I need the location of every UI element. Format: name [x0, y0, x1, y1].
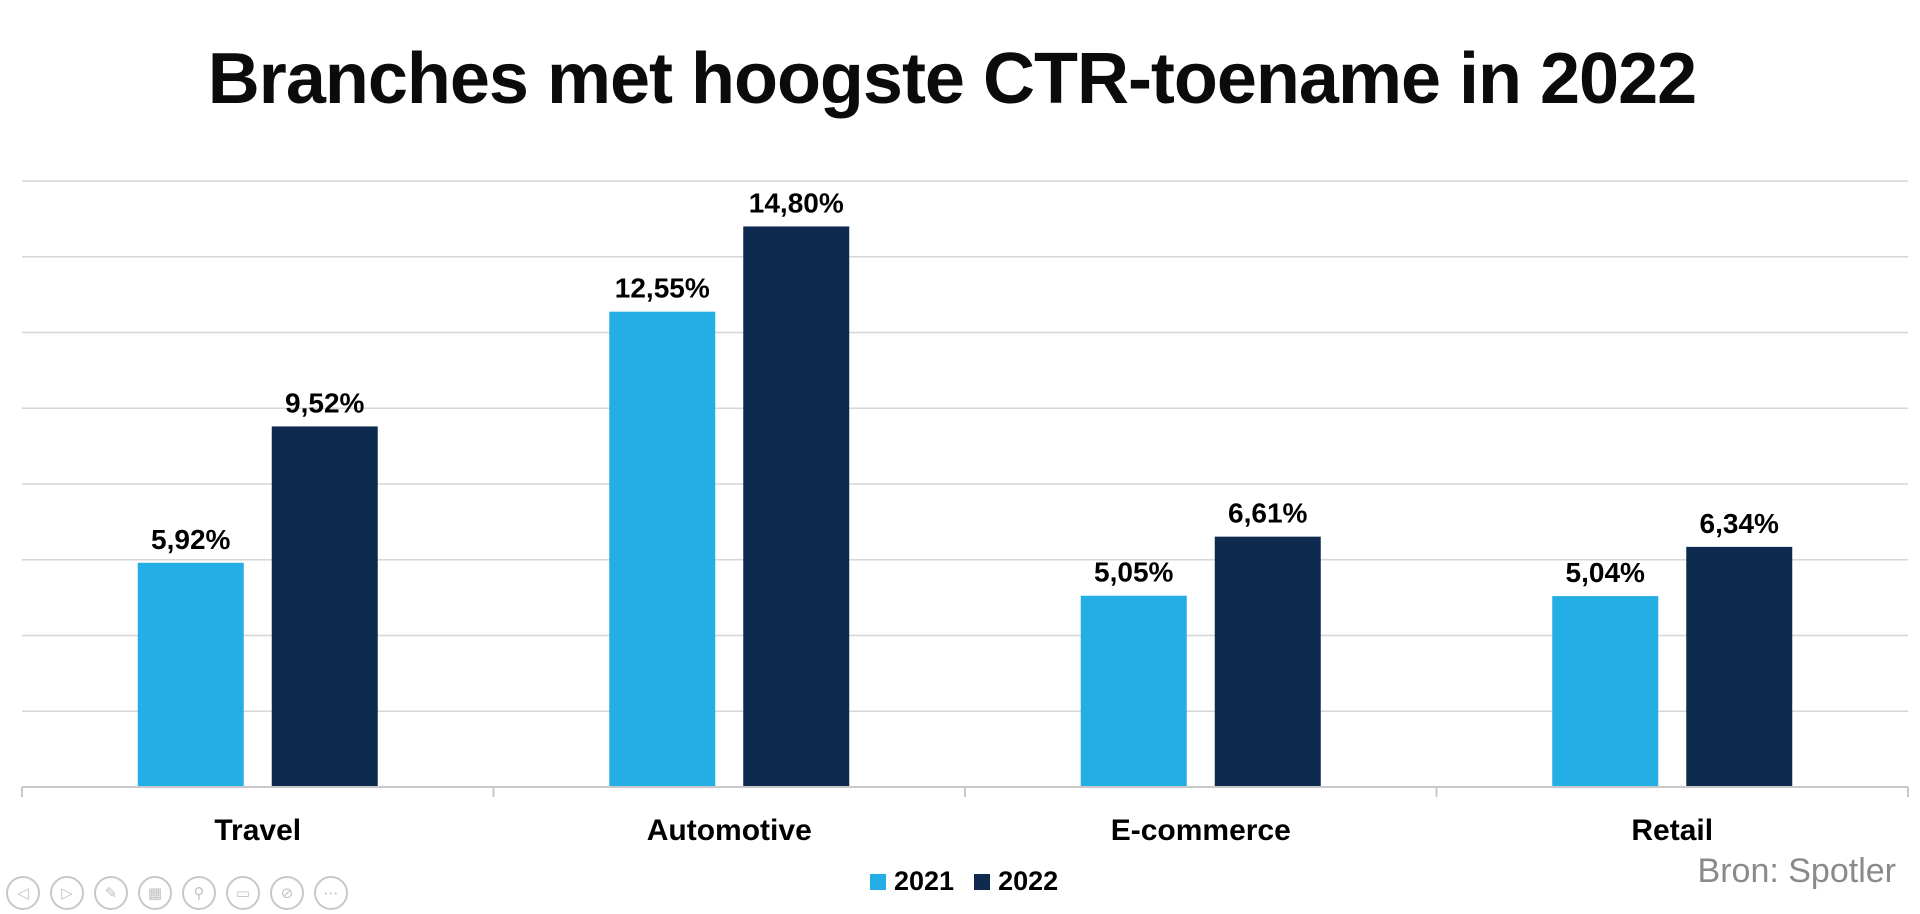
chart-title: Branches met hoogste CTR-toename in 2022 [207, 39, 1697, 119]
bar-2021-automotive [609, 311, 716, 787]
bar-2021-e-commerce [1080, 595, 1187, 787]
prev-icon[interactable]: ◁ [6, 876, 40, 910]
legend-item-2022: 2022 [974, 866, 1058, 897]
x-tick-label: Travel [214, 814, 301, 847]
x-tick-label: Automotive [647, 814, 812, 847]
bar-2022-automotive [743, 226, 850, 787]
data-label: 12,55% [615, 273, 710, 304]
bar-2022-retail [1686, 546, 1793, 787]
x-axis: Travel Automotive E-commerce Retail [21, 786, 1909, 847]
next-icon[interactable]: ▷ [50, 876, 84, 910]
data-label: 6,61% [1228, 498, 1307, 529]
zoom-icon[interactable]: ⚲ [182, 876, 216, 910]
pen-icon[interactable]: ✎ [94, 876, 128, 910]
legend-swatch-2022 [974, 873, 991, 890]
source-note: Bron: Spotler [1697, 852, 1896, 890]
legend-label-2021: 2021 [894, 866, 955, 896]
legend-label-2022: 2022 [998, 866, 1059, 896]
legend: 2021 2022 [870, 866, 1058, 897]
slides-icon[interactable]: ▦ [138, 876, 172, 910]
bar-2021-retail [1552, 596, 1659, 787]
camera-off-icon[interactable]: ⊘ [270, 876, 304, 910]
x-tick-label: E-commerce [1111, 814, 1291, 847]
presentation-controls: ◁ ▷ ✎ ▦ ⚲ ▭ ⊘ ⋯ [6, 876, 348, 910]
legend-swatch-2021 [870, 873, 886, 890]
legend-item-2021: 2021 [870, 866, 954, 897]
data-label: 5,92% [151, 524, 230, 555]
data-labels: 5,92% 9,52% 12,55% 14,80% 5,05% 6,61% 5,04% 6,3… [151, 187, 1779, 588]
data-label: 6,34% [1700, 508, 1779, 539]
data-label: 5,04% [1566, 557, 1645, 588]
subtitles-icon[interactable]: ▭ [226, 876, 260, 910]
bars [137, 226, 1793, 787]
more-icon[interactable]: ⋯ [314, 876, 348, 910]
data-label: 5,05% [1094, 557, 1173, 588]
bar-2022-travel [271, 426, 378, 787]
data-label: 14,80% [749, 187, 844, 218]
bar-2021-travel [137, 562, 244, 787]
x-tick-label: Retail [1631, 814, 1713, 847]
bar-2022-e-commerce [1214, 536, 1321, 787]
data-label: 9,52% [285, 387, 364, 418]
